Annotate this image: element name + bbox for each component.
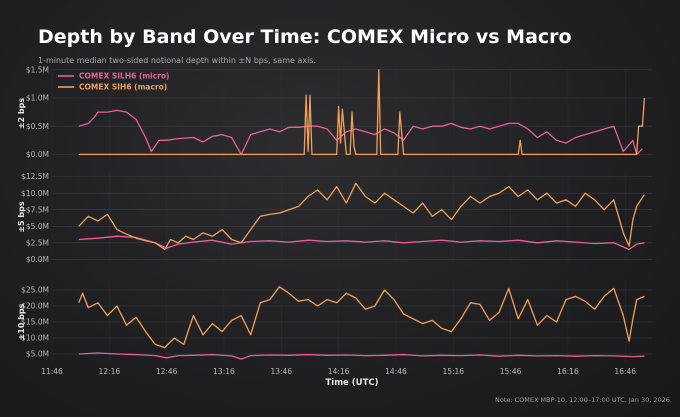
legend-label-macro: COMEX SIH6 (macro): [79, 83, 167, 92]
x-tick-label: 13:46: [270, 367, 292, 376]
y-tick-label: $0.5M: [26, 122, 49, 131]
y-tick-label: $15.0M: [21, 318, 49, 327]
x-tick-label: 15:46: [500, 367, 522, 376]
x-tick-label: 16:46: [614, 367, 636, 376]
y-tick-label: $20.0M: [21, 302, 49, 311]
chart-panels: $0.0M $0.5M $1.0M $1.5M ±2 bps COMEX SILH6 (m…: [17, 65, 652, 376]
x-tick-label: 16:16: [557, 367, 579, 376]
x-tick-label: 14:46: [385, 367, 407, 376]
panel-1: $0.0M $0.5M $1.0M $1.5M ±2 bps COMEX SILH6 (m…: [17, 65, 652, 160]
series-line-macro: [78, 286, 645, 349]
y-tick-label: $0.0M: [26, 255, 49, 264]
y-tick-label: $10.0M: [21, 189, 49, 198]
x-axis-label: Time (UTC): [325, 378, 378, 388]
legend-label-micro: COMEX SILH6 (micro): [79, 72, 169, 81]
x-tick-label: 14:16: [328, 367, 350, 376]
series-line-macro: [78, 69, 646, 156]
y-tick-label: $0.0M: [26, 150, 49, 159]
x-tick-label: 12:16: [99, 367, 121, 376]
chart-title: Depth by Band Over Time: COMEX Micro vs …: [38, 26, 572, 48]
y-axis-label: ±2 bps: [17, 98, 26, 130]
y-tick-label: $5.0M: [26, 350, 49, 359]
y-tick-label: $10.0M: [21, 334, 49, 343]
x-tick-label: 11:46: [41, 367, 63, 376]
y-tick-label: $1.0M: [26, 94, 49, 103]
footer-note: Note: COMEX MBP-10, 12:00–17:00 UTC, Jan…: [495, 396, 672, 404]
chart-subtitle: 1-minute median two-sided notional depth…: [38, 56, 316, 65]
y-tick-label: $7.5M: [26, 205, 49, 214]
series-line-micro: [78, 352, 645, 360]
x-tick-label: 15:16: [442, 367, 464, 376]
y-axis-label: ±10 bps: [17, 303, 26, 340]
y-tick-label: $25.0M: [21, 286, 49, 295]
y-tick-label: $5.0M: [26, 222, 49, 231]
series-line-macro: [78, 182, 645, 251]
y-axis-label: ±5 bps: [17, 201, 26, 233]
y-tick-label: $1.5M: [26, 65, 49, 74]
series-line-micro: [78, 109, 643, 156]
x-tick-label: 12:46: [156, 367, 178, 376]
panel-3: $5.0M $10.0M $15.0M $20.0M $25.0M ±10 bps 11:4…: [17, 282, 652, 376]
panel-2: $0.0M $2.5M $5.0M $7.5M $10.0M $12.5M ±5 bps: [17, 172, 652, 264]
x-tick-label: 13:16: [213, 367, 235, 376]
series-line-micro: [78, 235, 645, 251]
y-tick-label: $2.5M: [26, 238, 49, 247]
y-tick-label: $12.5M: [21, 172, 49, 181]
